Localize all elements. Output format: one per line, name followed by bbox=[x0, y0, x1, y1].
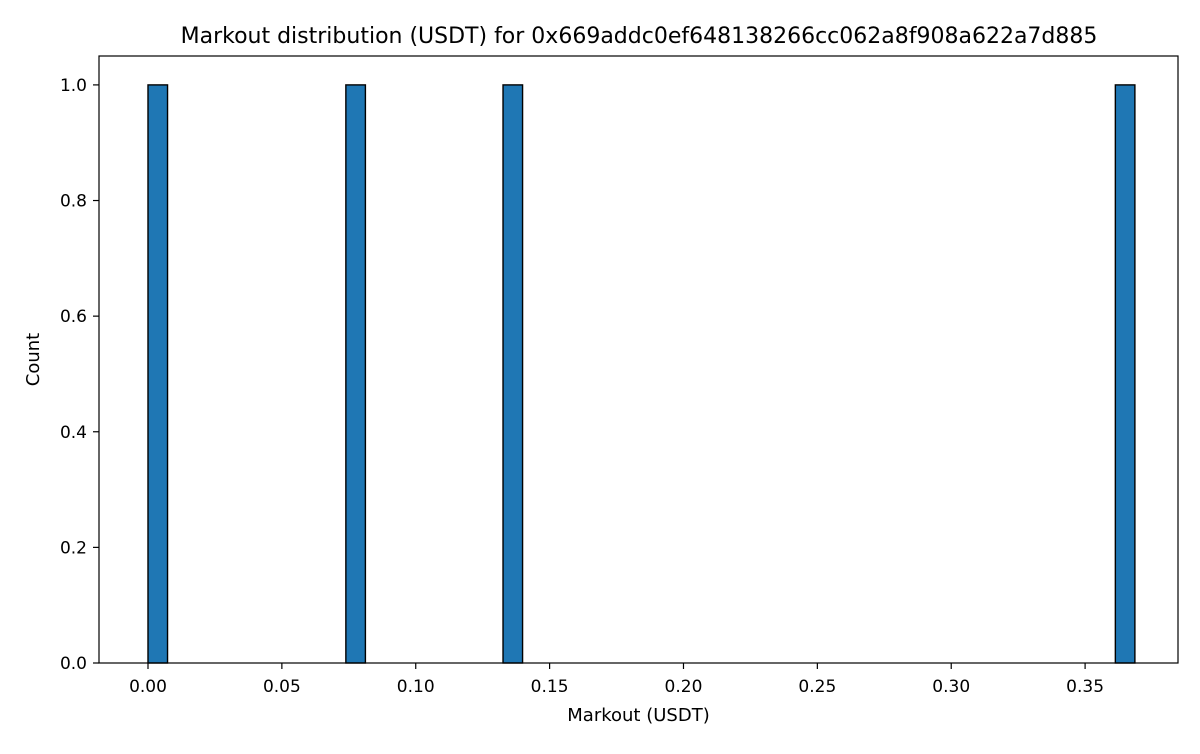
x-tick-label: 0.10 bbox=[397, 677, 435, 697]
y-axis-label: Count bbox=[23, 333, 44, 386]
x-tick-label: 0.20 bbox=[665, 677, 703, 697]
y-tick-label: 0.2 bbox=[60, 538, 87, 558]
histogram-bar-4 bbox=[1114, 84, 1136, 664]
chart-title: Markout distribution (USDT) for 0x669add… bbox=[181, 24, 1098, 49]
x-tick-label: 0.00 bbox=[129, 677, 167, 697]
y-tick-label: 0.4 bbox=[60, 423, 87, 443]
y-tick-label: 1.0 bbox=[60, 76, 87, 96]
y-axis-ticks: 0.0 0.2 0.4 0.6 0.8 1.0 bbox=[60, 76, 99, 674]
x-tick-label: 0.25 bbox=[798, 677, 836, 697]
y-tick-label: 0.6 bbox=[60, 307, 87, 327]
bars-layer bbox=[147, 84, 1136, 664]
x-tick-label: 0.15 bbox=[531, 677, 569, 697]
histogram-bar-2 bbox=[345, 84, 367, 664]
histogram-bar-3 bbox=[502, 84, 524, 664]
x-tick-label: 0.35 bbox=[1066, 677, 1104, 697]
x-tick-label: 0.30 bbox=[932, 677, 970, 697]
histogram-bar-1 bbox=[147, 84, 169, 664]
y-tick-label: 0.8 bbox=[60, 192, 87, 212]
x-tick-label: 0.05 bbox=[263, 677, 301, 697]
x-axis-label: Markout (USDT) bbox=[567, 705, 709, 726]
x-axis-ticks: 0.00 0.05 0.10 0.15 0.20 0.25 0.30 0.35 bbox=[129, 663, 1104, 697]
y-tick-label: 0.0 bbox=[60, 654, 87, 674]
plot-area-frame bbox=[98, 55, 1179, 664]
